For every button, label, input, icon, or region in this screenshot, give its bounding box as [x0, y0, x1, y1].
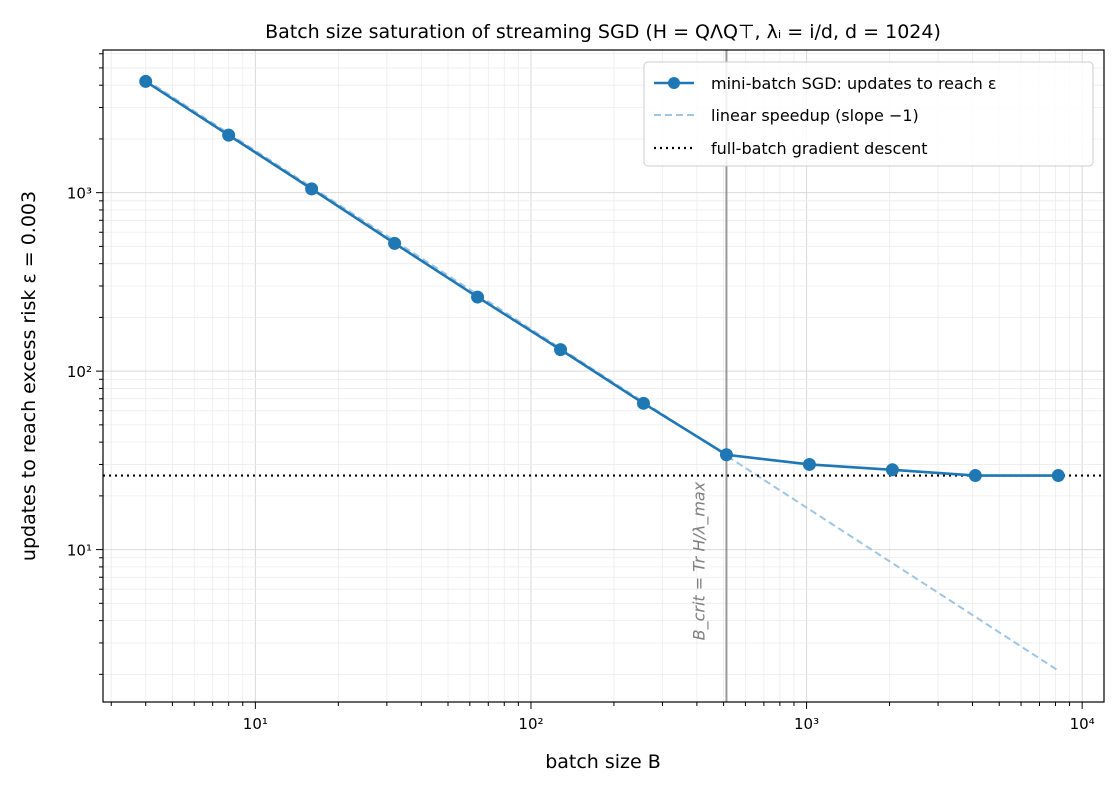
legend-marker-sgd	[668, 77, 680, 89]
sgd-point	[554, 343, 568, 357]
x-axis-label: batch size B	[545, 751, 661, 773]
legend: mini-batch SGD: updates to reach ε linea…	[643, 61, 1094, 167]
legend-item-full-batch: full-batch gradient descent	[654, 139, 928, 158]
legend-label-linear: linear speedup (slope −1)	[711, 106, 919, 125]
chart-title: Batch size saturation of streaming SGD (…	[265, 21, 941, 43]
x-tick-label: 10³	[794, 715, 819, 733]
x-tick-label: 10¹	[243, 715, 268, 733]
sgd-line	[144, 80, 1059, 477]
sgd-point	[885, 463, 899, 477]
sgd-point	[636, 396, 650, 410]
sgd-point	[719, 448, 733, 462]
plot-frame	[102, 49, 1105, 703]
y-tick-label: 10³	[67, 185, 92, 203]
legend-label-sgd: mini-batch SGD: updates to reach ε	[711, 74, 997, 93]
y-axis-label: updates to reach excess risk ε = 0.003	[18, 191, 40, 561]
sgd-point	[1051, 469, 1065, 483]
legend-box	[643, 61, 1094, 167]
sgd-point	[388, 236, 402, 250]
ticks: 10¹ 10² 10³ 10⁴ 10¹ 10² 10³	[67, 53, 1095, 733]
legend-label-full-batch: full-batch gradient descent	[711, 139, 928, 158]
x-tick-label: 10²	[518, 715, 543, 733]
legend-item-linear: linear speedup (slope −1)	[654, 106, 919, 125]
x-tick-label: 10⁴	[1070, 715, 1095, 733]
sgd-point	[305, 182, 319, 196]
critical-batch-label: B_crit = Tr H/λ_max	[689, 481, 709, 640]
legend-item-sgd: mini-batch SGD: updates to reach ε	[654, 74, 997, 93]
sgd-point	[471, 290, 485, 304]
sgd-point	[968, 469, 982, 483]
sgd-point	[139, 74, 153, 88]
y-tick-label: 10²	[67, 363, 92, 381]
sgd-point	[222, 128, 236, 142]
sgd-point	[802, 457, 816, 471]
series-layer: B_crit = Tr H/λ_max	[103, 50, 1104, 702]
y-tick-label: 10¹	[67, 542, 92, 560]
grid	[103, 50, 1104, 702]
